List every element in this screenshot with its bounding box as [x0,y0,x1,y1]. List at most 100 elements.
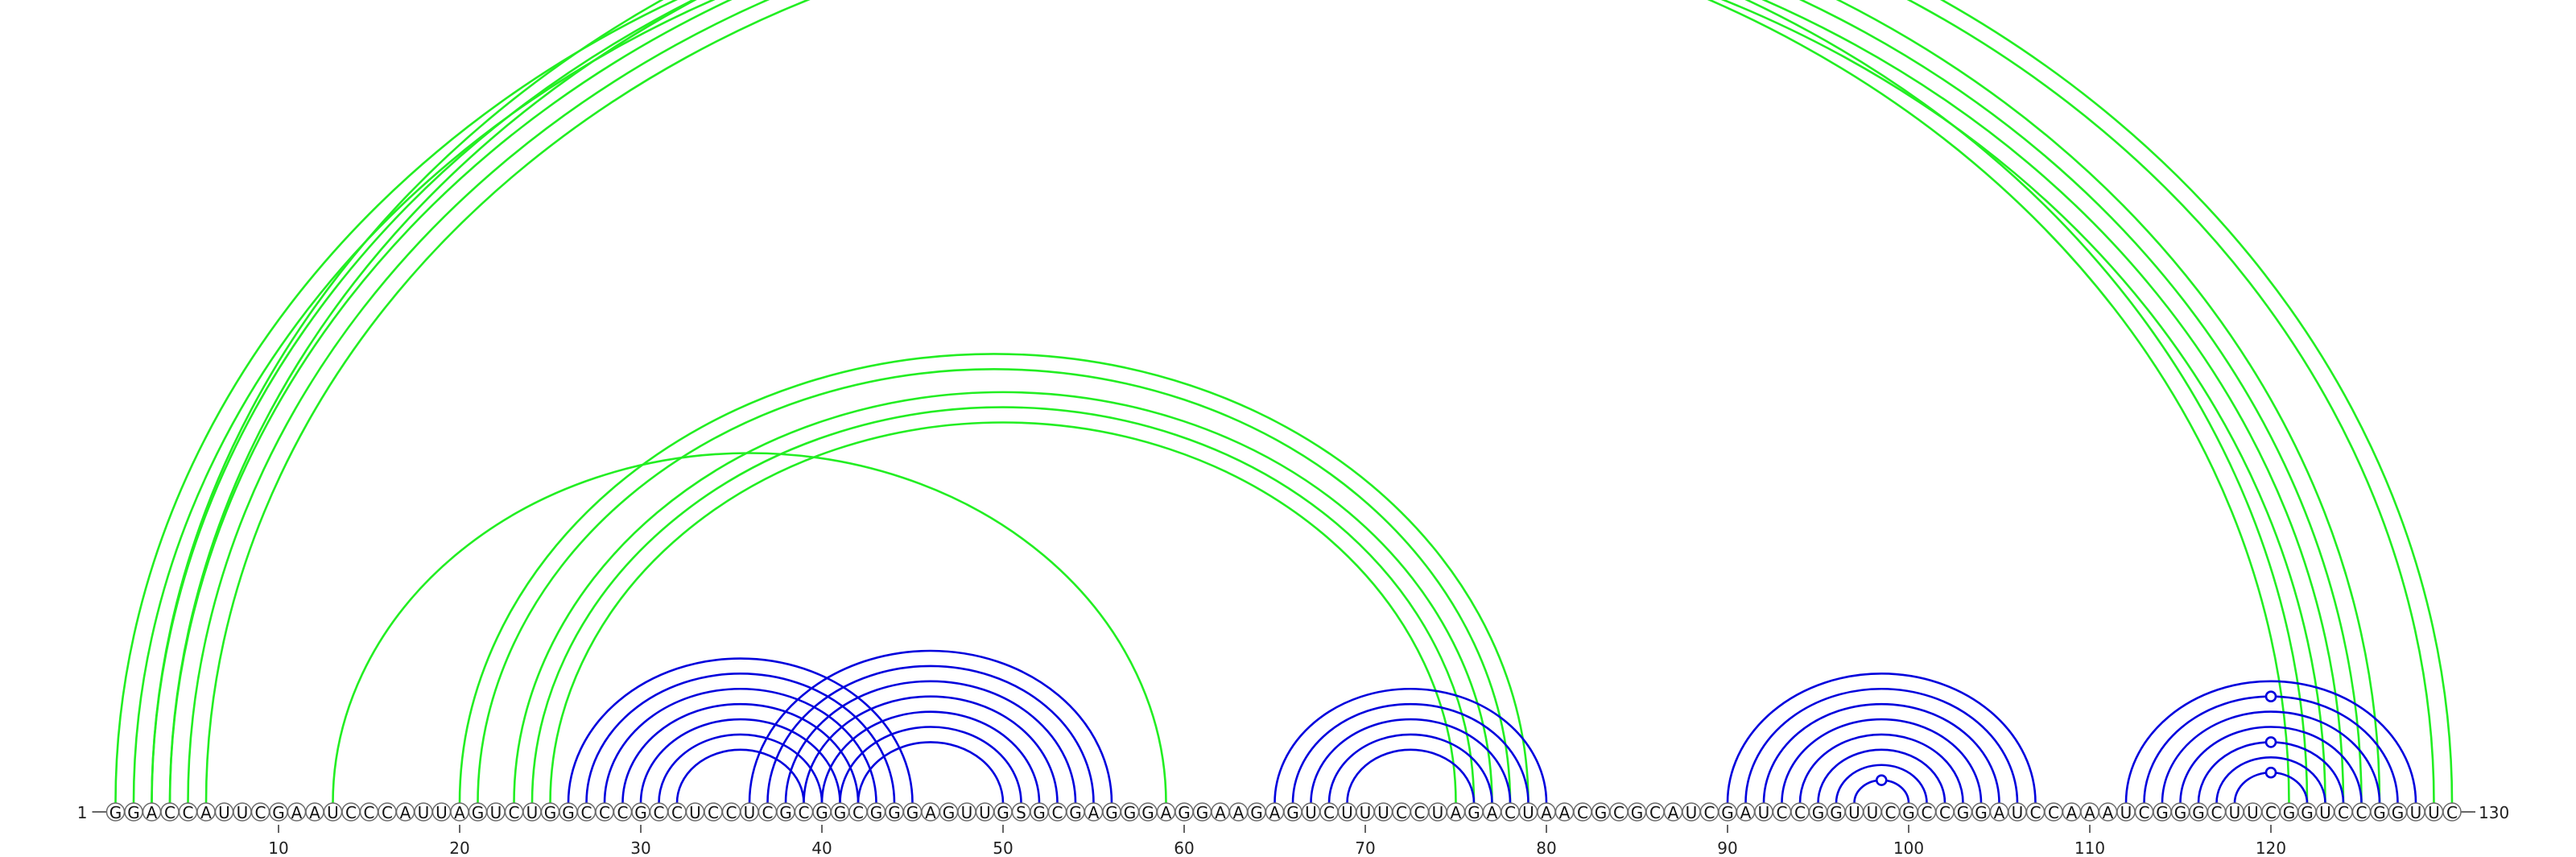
blue-pair-arc [1817,748,1946,804]
nucleotide: U [957,802,976,822]
nucleotide: A [1736,802,1756,822]
nucleotide-letter: U [1522,803,1534,822]
nucleotide: G [812,802,832,822]
nucleotide-letter: G [2192,803,2205,822]
position-axis: 10 20 30 40 50 60 70 80 90 100 110 120 [268,825,2286,857]
nucleotide: G [776,802,795,822]
nucleotide-letter: C [2048,803,2059,822]
blue-pair-arc [2124,680,2417,804]
nucleotide: G [2279,802,2299,822]
blue-pair-arc [857,741,1005,804]
nucleotide: C [359,802,379,822]
nucleotide: U [1844,802,1864,822]
nucleotide: U [2243,802,2263,822]
nucleotide: C [2442,802,2462,822]
nucleotide-letter: A [2084,803,2095,822]
nucleotide-letter: U [1341,803,1353,822]
green-pair-arc [477,368,1512,804]
nucleotide: G [1247,802,1266,822]
nucleotide: G [1066,802,1085,822]
nucleotide-letter: C [2356,803,2368,822]
blue-pair-arc [658,733,824,804]
nucleotide-letter: S [1016,803,1026,822]
nucleotide: U [1337,802,1357,822]
nucleotide-letter: A [1161,803,1172,822]
nucleotide: G [1953,802,1973,822]
blue-pair-arc [748,649,1113,804]
nucleotide-letter: U [2012,803,2024,822]
nucleotide: C [1609,802,1629,822]
nucleotide: G [1030,802,1049,822]
blue-pair-arc [1762,702,2000,804]
nucleotide-letter: G [272,803,285,822]
nucleotide: C [341,802,361,822]
axis-tick-label: 50 [993,838,1013,857]
nucleotide: G [631,802,650,822]
nucleotide: U [2008,802,2027,822]
nucleotide-letter: C [1704,803,1715,822]
nucleotide-letter: C [617,803,629,822]
nucleotide: U [1301,802,1321,822]
nucleotide-letter: G [997,803,1009,822]
nucleotide-letter: A [309,803,320,822]
nucleotide: A [287,802,307,822]
nucleotide: C [595,802,614,822]
nucleotide-letter: A [2103,803,2114,822]
green-pair-arc [168,0,2363,804]
sequence-start-label: 1 [77,803,88,822]
nucleotide-letter: A [1451,803,1462,822]
nucleotide: A [1156,802,1176,822]
nucleotide-letter: C [599,803,610,822]
nucleotide: C [613,802,633,822]
blue-pair-arc [784,680,1077,804]
nucleotide: U [522,802,542,822]
nucleotide: C [2134,802,2154,822]
green-pair-arc [549,421,1457,804]
nucleotide-letter: U [689,803,701,822]
nucleotide: C [704,802,723,822]
nucleotide-letter: C [1613,803,1624,822]
nucleotide-letter: G [1069,803,1082,822]
nucleotide: C [576,802,597,822]
nucleotide-letter: U [490,803,502,822]
nucleotide: G [2370,802,2389,822]
green-pair-arc [332,452,1167,804]
nucleotide-letter: C [1885,803,1897,822]
nucleotide: C [794,802,814,822]
nucleotide: G [1971,802,1991,822]
green-pair-arc [132,0,2290,804]
nucleotide: G [2153,802,2172,822]
green-pair-arc [151,0,2454,804]
nucleotide-letter: U [744,803,756,822]
blue-pair-arc [675,748,805,804]
blue-pair-arc [567,657,914,804]
nucleotide: G [1192,802,1212,822]
nucleotide: C [1772,802,1792,822]
nucleotide-letter: C [2446,803,2458,822]
arc-apex-marker [2264,690,2277,703]
nucleotide: C [649,802,669,822]
nucleotide-letter: G [1902,803,1915,822]
blue-pair-arc [603,688,877,804]
nucleotide: U [233,802,252,822]
nucleotide: G [1464,802,1484,822]
nucleotide: C [721,802,741,822]
nucleotide: A [1228,802,1249,822]
nucleotide: U [975,802,995,822]
nucleotide-letter: G [1250,803,1263,822]
axis-tick-label: 110 [2074,838,2105,857]
nucleotide-letter: C [509,803,520,822]
nucleotide: A [305,802,324,822]
nucleotide: A [1482,802,1502,822]
nucleotide-letter: U [418,803,430,822]
nucleotide-letter: G [870,803,883,822]
nucleotide: U [414,802,433,822]
green-pair-arc [187,0,2345,804]
green-pair-arc [114,0,2309,804]
axis-tick-label: 120 [2256,838,2286,857]
blue-pair-arc [621,702,860,804]
nucleotide-letter: C [1577,803,1588,822]
nucleotide-letter: G [1631,803,1644,822]
nucleotide-letter: U [1758,803,1770,822]
